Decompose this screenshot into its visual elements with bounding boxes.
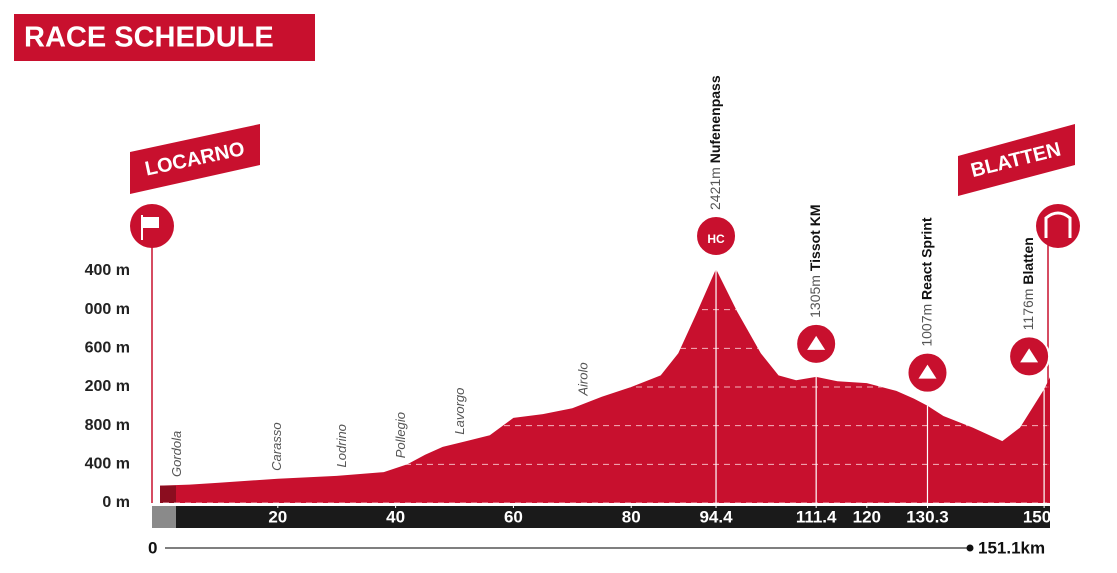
- point-name: Tissot KM: [807, 205, 823, 272]
- point-name: Blatten: [1020, 237, 1036, 284]
- point-label: 2421m Nufenenpass: [707, 75, 723, 210]
- point-glyph: [918, 364, 937, 379]
- x-tick-label: 60: [504, 507, 523, 526]
- distance-start: 0: [148, 538, 157, 557]
- point-label: 1176m Blatten: [1020, 237, 1036, 330]
- finish-icon: [1036, 204, 1080, 248]
- x-tick-label: 94.4: [699, 507, 733, 526]
- y-tick-label: 200 m: [85, 378, 130, 395]
- point-name: React Sprint: [918, 217, 934, 300]
- elevation-area: [160, 269, 1050, 503]
- town-label: Carasso: [269, 422, 284, 470]
- y-tick-label: 000 m: [85, 301, 130, 318]
- point-elevation: 2421m: [707, 167, 723, 210]
- neutral-bar: [152, 506, 176, 528]
- town-label: Gordola: [169, 431, 184, 477]
- town-label: Pollegio: [393, 412, 408, 458]
- x-tick-label: 150.1: [1023, 507, 1066, 526]
- distance-dot: [966, 544, 974, 552]
- point-label: 1305m Tissot KM: [807, 205, 823, 318]
- start-shade: [160, 485, 176, 503]
- x-tick-label: 111.4: [796, 507, 837, 526]
- x-tick-label: 40: [386, 507, 405, 526]
- finish-flag: [958, 124, 1075, 196]
- point-category: HC: [707, 232, 725, 246]
- x-tick-label: 120: [853, 507, 881, 526]
- start-flag: [130, 124, 260, 194]
- y-tick-label: 0 m: [102, 494, 130, 511]
- x-tick-label: 20: [268, 507, 287, 526]
- point-elevation: 1176m: [1020, 289, 1036, 331]
- distance-end: 151.1km: [978, 538, 1045, 557]
- km-bar: [176, 506, 1050, 528]
- start-icon-flag: [143, 217, 159, 228]
- start-banner: LOCARNO: [130, 124, 260, 194]
- y-tick-label: 400 m: [85, 456, 130, 473]
- point-elevation: 1007m: [918, 304, 934, 347]
- x-tick-label: 130.3: [906, 507, 949, 526]
- town-label: Lavorgo: [452, 388, 467, 435]
- point-name: Nufenenpass: [707, 75, 723, 163]
- town-label: Airolo: [576, 362, 591, 396]
- finish-banner: BLATTEN: [958, 124, 1075, 196]
- y-tick-label: 800 m: [85, 417, 130, 434]
- point-label: 1007m React Sprint: [918, 217, 934, 347]
- y-tick-label: 600 m: [85, 340, 130, 357]
- point-glyph: [1020, 348, 1039, 363]
- point-glyph: [807, 335, 826, 350]
- title-box: [14, 14, 315, 61]
- x-tick-label: 80: [622, 507, 641, 526]
- point-elevation: 1305m: [807, 275, 823, 318]
- chart-title: RACE SCHEDULE: [24, 22, 274, 54]
- town-label: Lodrino: [334, 424, 349, 467]
- y-tick-label: 400 m: [85, 262, 130, 279]
- point-icon: [695, 214, 738, 257]
- finish-icon-arch: [1044, 211, 1072, 238]
